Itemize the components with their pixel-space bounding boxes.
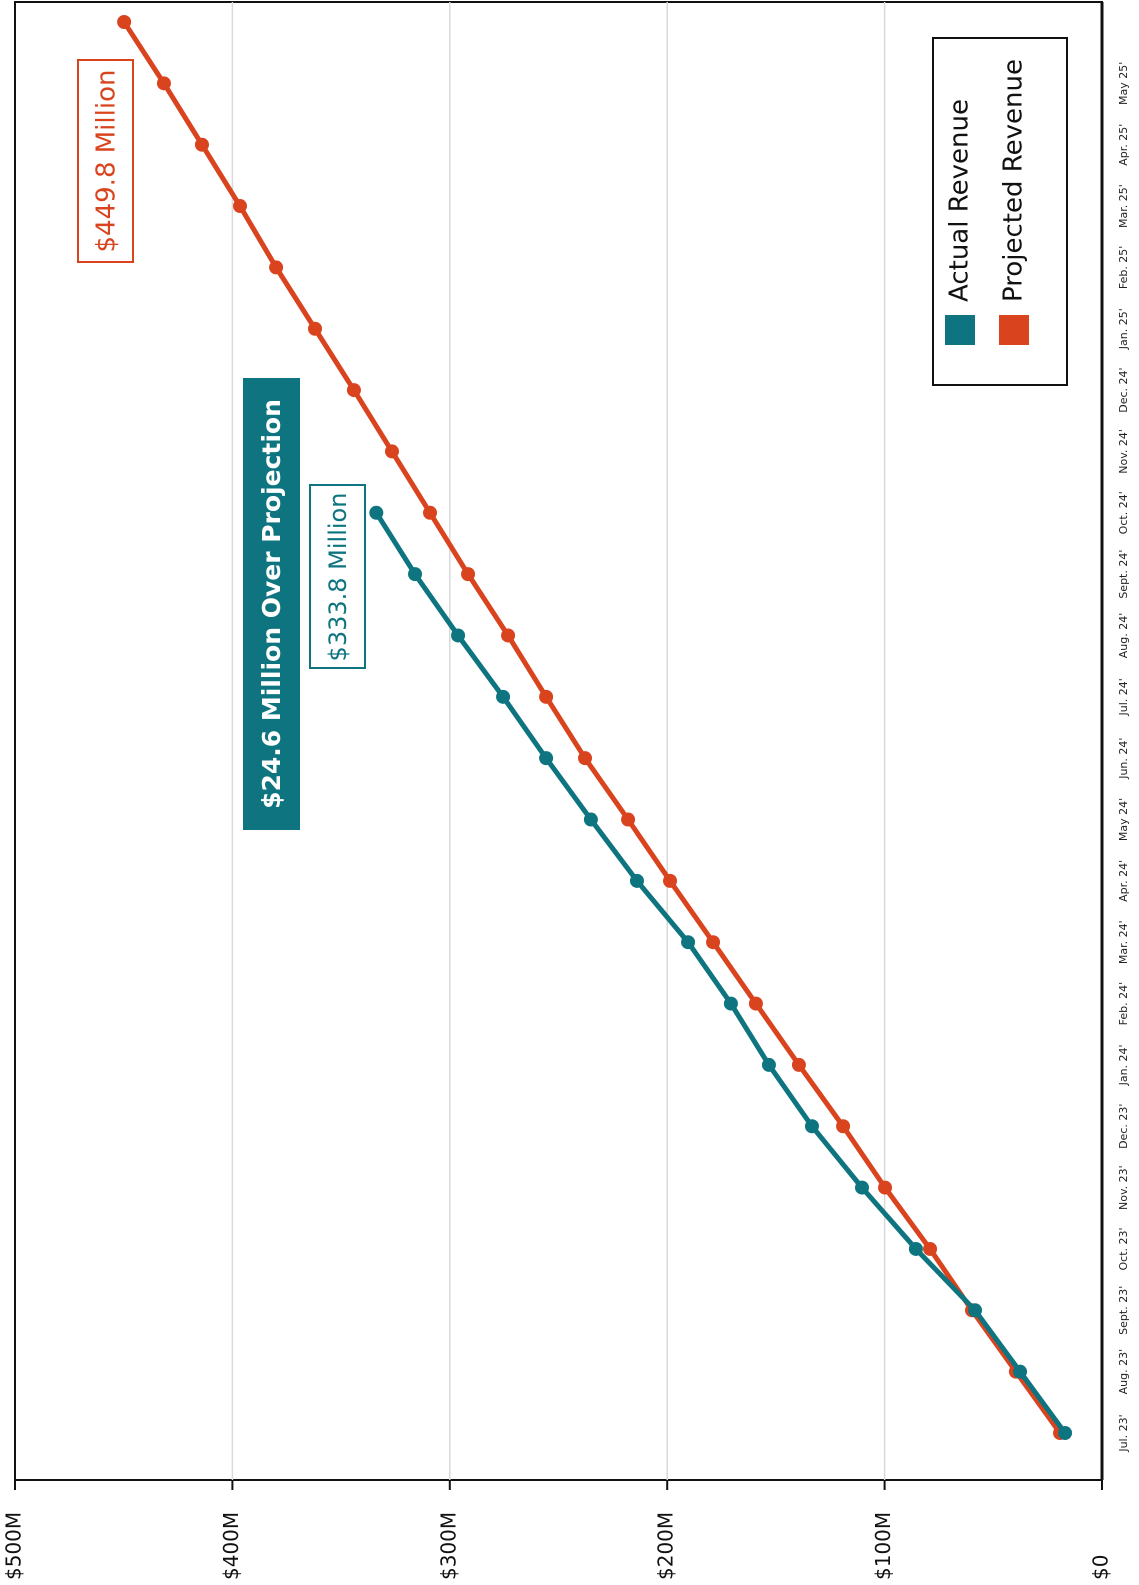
x-tick-label: Mar. 25' bbox=[1117, 184, 1130, 228]
x-tick-label: Mar. 24' bbox=[1117, 920, 1130, 964]
data-point bbox=[804, 1119, 819, 1134]
data-point bbox=[194, 137, 209, 152]
annotation-box bbox=[77, 59, 134, 263]
data-point bbox=[681, 935, 696, 950]
legend-swatch bbox=[999, 315, 1029, 345]
data-point bbox=[761, 1057, 776, 1072]
data-point bbox=[836, 1119, 851, 1134]
annotation-box bbox=[243, 378, 300, 830]
x-tick-label: Sept. 23' bbox=[1117, 1286, 1130, 1335]
data-point bbox=[878, 1180, 893, 1195]
x-tick-label: Nov. 23' bbox=[1117, 1165, 1130, 1210]
data-point bbox=[663, 873, 678, 888]
x-tick-label: Feb. 24' bbox=[1117, 982, 1130, 1025]
data-point bbox=[408, 567, 423, 582]
series-line bbox=[374, 511, 1068, 1435]
data-point bbox=[748, 996, 763, 1011]
data-point bbox=[423, 505, 438, 520]
annotation: $333.8 Million bbox=[324, 493, 352, 662]
x-tick-label: Apr. 24' bbox=[1117, 860, 1130, 902]
x-tick-label: Jan. 25' bbox=[1117, 308, 1130, 350]
x-tick-label: Jul. 24' bbox=[1117, 678, 1130, 716]
y-tick-label: $200M bbox=[654, 1512, 678, 1580]
data-point bbox=[1013, 1364, 1028, 1379]
data-point bbox=[1058, 1426, 1073, 1440]
data-point bbox=[791, 1057, 806, 1072]
y-tick-label: $500M bbox=[2, 1512, 26, 1580]
x-tick-label: Dec. 23' bbox=[1117, 1104, 1130, 1149]
data-point bbox=[539, 751, 554, 766]
data-point bbox=[461, 567, 476, 582]
x-tick-label: May 25' bbox=[1117, 62, 1130, 105]
data-point bbox=[854, 1180, 869, 1195]
legend-label: Projected Revenue bbox=[999, 59, 1029, 302]
legend-box bbox=[932, 37, 1068, 386]
x-tick-label: Jul. 23' bbox=[1117, 1414, 1130, 1452]
annotation: $24.6 Million Over Projection bbox=[257, 399, 286, 809]
data-point bbox=[923, 1241, 938, 1256]
data-point bbox=[908, 1241, 923, 1256]
data-point bbox=[269, 260, 284, 275]
series-line bbox=[122, 20, 1063, 1435]
y-tick-label: $100M bbox=[871, 1512, 895, 1580]
annotation: $449.8 Million bbox=[92, 70, 122, 253]
data-point bbox=[539, 689, 554, 704]
x-tick-label: Nov. 24' bbox=[1117, 429, 1130, 474]
x-tick-label: Aug. 23' bbox=[1117, 1349, 1130, 1395]
y-tick-label: $400M bbox=[219, 1512, 243, 1580]
data-point bbox=[706, 935, 721, 950]
x-tick-label: Sept. 24' bbox=[1117, 550, 1130, 599]
data-point bbox=[968, 1303, 983, 1318]
data-point bbox=[117, 15, 132, 29]
data-point bbox=[583, 812, 598, 827]
data-point bbox=[451, 628, 466, 643]
annotation-box bbox=[309, 484, 366, 669]
legend-swatch bbox=[945, 315, 975, 345]
x-tick-label: Apr. 25' bbox=[1117, 124, 1130, 166]
data-point bbox=[578, 751, 593, 766]
x-tick-label: Dec. 24' bbox=[1117, 367, 1130, 412]
y-tick-label: $300M bbox=[436, 1512, 460, 1580]
x-tick-label: Feb. 25' bbox=[1117, 246, 1130, 290]
x-tick-label: Jun. 24' bbox=[1117, 738, 1130, 780]
data-point bbox=[496, 689, 511, 704]
data-point bbox=[346, 383, 361, 398]
x-tick-label: May 24' bbox=[1117, 798, 1130, 841]
x-tick-label: Jan. 24' bbox=[1117, 1044, 1130, 1086]
data-point bbox=[384, 444, 399, 459]
x-tick-label: Oct. 23' bbox=[1117, 1227, 1130, 1270]
data-point bbox=[629, 873, 644, 888]
legend-label: Actual Revenue bbox=[945, 99, 975, 302]
data-point bbox=[369, 505, 384, 520]
data-point bbox=[621, 812, 636, 827]
data-point bbox=[723, 996, 738, 1011]
data-point bbox=[308, 321, 323, 336]
x-tick-label: Oct. 24' bbox=[1117, 491, 1130, 534]
data-point bbox=[156, 76, 171, 91]
data-point bbox=[501, 628, 516, 643]
y-tick-label: $0 bbox=[1089, 1555, 1113, 1580]
data-point bbox=[233, 199, 248, 214]
x-tick-label: Aug. 24' bbox=[1117, 613, 1130, 659]
